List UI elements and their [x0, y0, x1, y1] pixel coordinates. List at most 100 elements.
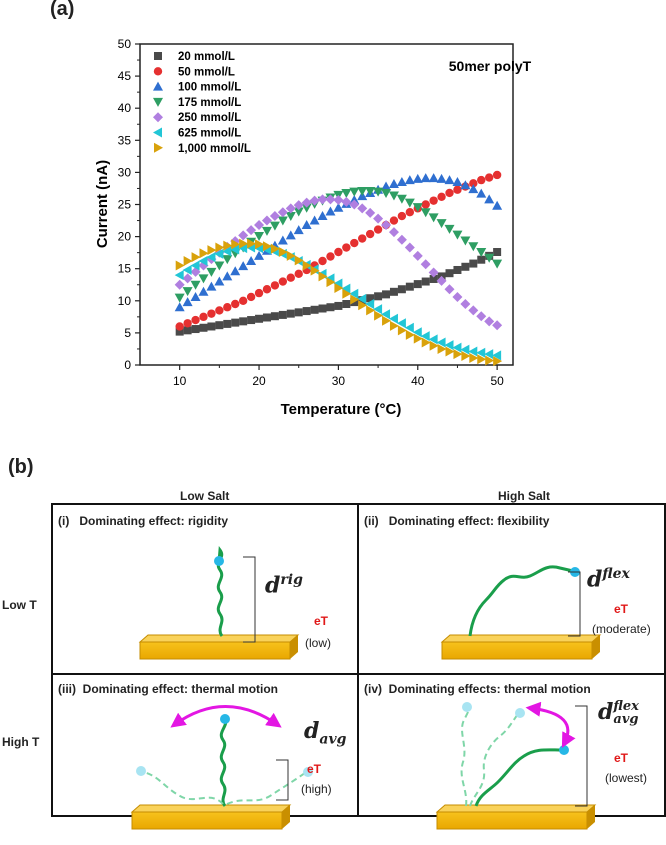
data-point	[190, 291, 201, 301]
et-level-i: (low)	[305, 636, 331, 650]
data-point	[468, 184, 479, 194]
data-point	[396, 234, 407, 245]
data-point	[215, 242, 225, 253]
data-point	[436, 219, 447, 229]
panel-a-label: (a)	[50, 0, 75, 20]
legend-marker	[153, 81, 163, 91]
cell-iv	[435, 701, 597, 830]
distance-bracket	[568, 571, 581, 637]
et-label-iv: eT	[614, 751, 629, 765]
data-point	[294, 255, 304, 266]
legend-label: 625 mmol/L	[178, 128, 241, 140]
data-point	[214, 276, 225, 286]
data-point	[484, 253, 495, 263]
redox-tag-icon	[220, 714, 230, 724]
data-point	[492, 200, 503, 210]
dna-strand-ghost-1	[460, 705, 470, 807]
data-point	[396, 194, 407, 204]
data-point	[207, 245, 217, 256]
data-point	[342, 300, 351, 309]
data-point	[334, 247, 343, 257]
data-point	[294, 308, 303, 317]
data-point	[318, 304, 327, 313]
data-point	[261, 226, 272, 236]
et-level-iv: (lowest)	[605, 771, 648, 785]
panel-b-label: (b)	[8, 456, 34, 478]
chart: 10 20 30 40 50 0 5 10 15 20 25 30 35 40 45 50 20 mmol/L…	[94, 37, 532, 418]
cell-iii-title: (iii) Dominating effect: thermal motion	[58, 682, 279, 696]
data-point	[484, 349, 494, 360]
data-point	[318, 256, 327, 266]
data-point	[239, 238, 249, 249]
data-point	[231, 318, 240, 327]
data-point	[397, 285, 406, 294]
data-point	[492, 170, 502, 180]
redox-tag-icon	[214, 556, 224, 566]
y-tick-label: 15	[118, 262, 132, 276]
data-point	[182, 273, 193, 284]
et-level-iii: (high)	[301, 782, 332, 796]
data-point	[183, 319, 192, 328]
redox-tag-ghost-icon	[462, 702, 472, 712]
data-point	[476, 248, 487, 258]
data-point	[333, 278, 343, 289]
et-label-i: eT	[314, 614, 329, 628]
data-point	[238, 230, 249, 241]
data-point	[199, 312, 208, 322]
data-point	[206, 252, 216, 263]
data-point	[404, 175, 415, 185]
data-point	[373, 213, 384, 224]
data-point	[333, 202, 344, 212]
d-avg-flex-label: d flex avg	[598, 699, 639, 727]
data-point	[341, 196, 352, 207]
data-point	[429, 196, 438, 205]
y-tick-label: 45	[118, 69, 132, 83]
data-point	[333, 195, 344, 206]
data-point	[286, 309, 295, 318]
data-point	[468, 242, 479, 252]
substrate-gold	[139, 641, 291, 660]
distance-bracket	[575, 705, 588, 807]
data-point	[246, 292, 256, 302]
data-point	[358, 300, 368, 311]
data-point	[254, 231, 265, 241]
data-point	[349, 288, 359, 299]
data-point	[326, 277, 336, 288]
et-level-ii: (moderate)	[592, 622, 651, 636]
data-point	[444, 224, 455, 234]
dna-strand-flexible	[468, 565, 574, 637]
d-flex-label: dflex	[587, 566, 630, 593]
data-point	[421, 200, 430, 209]
data-point	[238, 296, 248, 305]
x-tick-label: 10	[173, 374, 187, 388]
data-point	[389, 216, 399, 225]
data-point	[412, 203, 423, 213]
data-point	[460, 236, 471, 246]
data-point	[469, 352, 479, 363]
data-point	[420, 331, 430, 342]
d-rig-label: drig	[265, 572, 303, 599]
data-point	[476, 188, 487, 198]
data-point	[207, 309, 216, 318]
data-point	[452, 291, 463, 302]
data-point	[484, 194, 495, 204]
data-point	[358, 234, 367, 243]
data-point	[269, 221, 280, 231]
data-point	[261, 215, 272, 226]
cell-i-title: (i) Dominating effect: rigidity	[58, 514, 229, 528]
data-point	[247, 238, 257, 249]
data-point	[310, 305, 319, 314]
data-point	[420, 208, 431, 218]
data-point	[373, 187, 384, 197]
data-point	[334, 282, 344, 293]
data-point	[388, 191, 399, 201]
data-point	[325, 206, 336, 216]
data-point	[318, 271, 328, 282]
data-point	[389, 320, 399, 331]
legend-marker	[153, 127, 162, 138]
data-point	[174, 270, 184, 281]
data-point	[341, 283, 351, 294]
data-point	[445, 188, 454, 198]
data-point	[404, 242, 415, 253]
data-point	[365, 299, 375, 310]
